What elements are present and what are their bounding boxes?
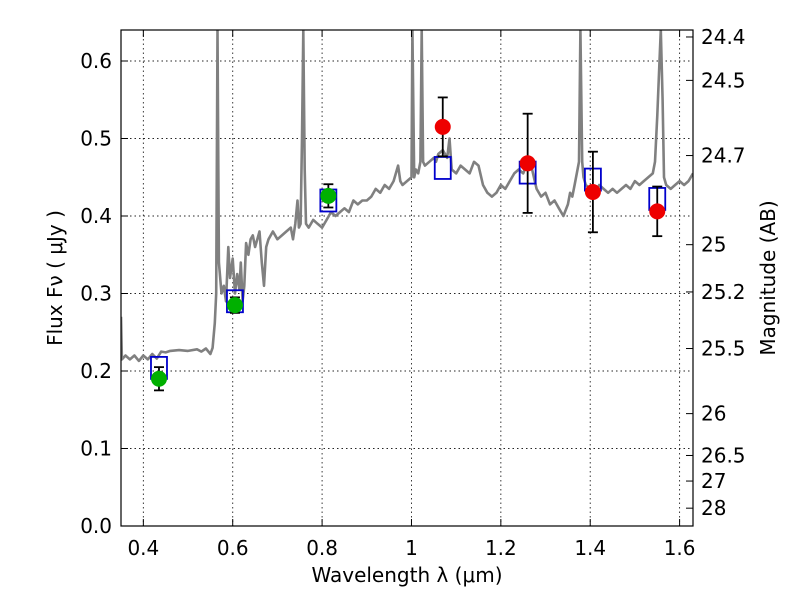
hst-data-point [150, 370, 167, 387]
observed-photometry-layer [150, 96, 666, 392]
x-tick-label: 1.4 [574, 536, 606, 560]
grid [121, 30, 693, 526]
y2-tick-label: 26 [701, 402, 726, 426]
y-tick-label: 0.2 [80, 359, 112, 383]
y-tick-label: 0.1 [80, 437, 112, 461]
hst-data-point [320, 187, 337, 204]
y2-tick-label: 24.7 [701, 144, 746, 168]
axis-ticks: 0.4 0.6 0.8 1 1.2 1.4 1.6 0.0 0.1 0.2 0.3 0.4 0.5 0.6… [80, 25, 745, 560]
y2-tick-label: 28 [701, 496, 726, 520]
wfc3-data-point [649, 203, 666, 220]
y-tick-label: 0.4 [80, 204, 112, 228]
y-tick-label: 0.0 [80, 514, 112, 538]
hst-data-point [226, 297, 243, 314]
wfc3-data-point [584, 183, 601, 200]
y2-tick-label: 24.4 [701, 25, 746, 49]
y-tick-label: 0.3 [80, 282, 112, 306]
model-sed-line [121, 30, 693, 363]
wfc3-data-point [519, 155, 536, 172]
y2-tick-label: 25.2 [701, 280, 746, 304]
y2-tick-label: 25 [701, 233, 726, 257]
y2-tick-label: 27 [701, 469, 726, 493]
x-tick-label: 0.6 [217, 536, 249, 560]
y2-tick-label: 24.5 [701, 68, 746, 92]
y2-tick-label: 26.5 [701, 443, 746, 467]
x-tick-label: 1 [405, 536, 418, 560]
y-tick-label: 0.6 [80, 49, 112, 73]
x-tick-label: 1.2 [485, 536, 517, 560]
y-axis-label: Flux Fν ( μJy ) [43, 210, 67, 346]
x-axis-label: Wavelength λ (μm) [311, 563, 502, 587]
model-sed-layer [121, 30, 693, 363]
wfc3-data-point [434, 118, 451, 135]
x-tick-label: 1.6 [664, 536, 696, 560]
x-tick-label: 0.4 [127, 536, 159, 560]
plot-frame [120, 29, 694, 527]
y-tick-label: 0.5 [80, 127, 112, 151]
y2-tick-label: 25.5 [701, 337, 746, 361]
x-tick-label: 0.8 [306, 536, 338, 560]
y2-axis-label: Magnitude (AB) [756, 200, 780, 355]
